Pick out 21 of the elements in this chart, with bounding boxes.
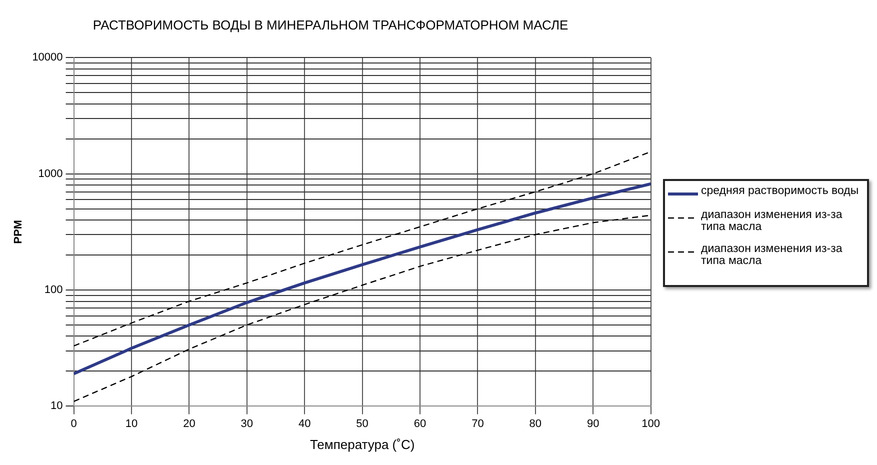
- x-tick-label: 0: [70, 418, 77, 430]
- x-tick-label: 60: [414, 418, 426, 430]
- x-axis-title: Температура (˚C): [310, 436, 415, 452]
- x-tick-label: 70: [472, 418, 484, 430]
- x-tick-label: 100: [642, 418, 660, 430]
- x-tick-label: 20: [183, 418, 196, 430]
- y-tick-label: 1000: [38, 168, 63, 180]
- x-tick-label: 30: [240, 418, 254, 430]
- legend-label: диапазон изменения из-за типа масла: [701, 208, 844, 232]
- legend-label: диапазон изменения из-за типа масла: [701, 242, 844, 266]
- x-tick-label: 90: [586, 418, 600, 430]
- x-tick-label: 80: [529, 418, 542, 430]
- x-tick-label: 40: [298, 418, 311, 430]
- y-tick-label: 10000: [32, 52, 63, 64]
- legend-label: средняя растворимость воды: [701, 184, 859, 196]
- x-tick-label: 10: [125, 418, 138, 430]
- x-tick-label: 50: [356, 418, 368, 430]
- y-axis-title: PPM: [12, 220, 25, 244]
- y-tick-label: 100: [44, 284, 63, 296]
- chart-title: РАСТВОРИМОСТЬ ВОДЫ В МИНЕРАЛЬНОМ ТРАНСФОРМАТОРНОМ МАСЛЕ: [92, 17, 568, 32]
- y-tick-label: 10: [50, 400, 63, 412]
